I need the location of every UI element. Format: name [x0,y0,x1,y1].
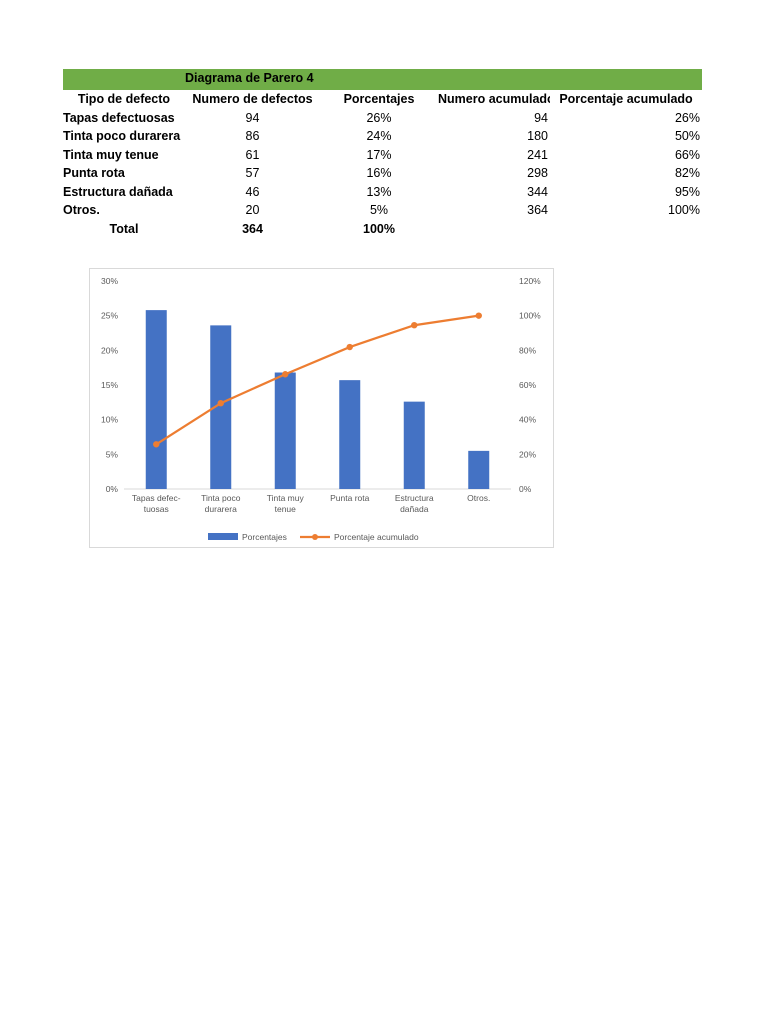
header-acumulado: Numero acumulado [438,92,550,107]
title-bar: Diagrama de Parero 4 [63,69,702,90]
cell-tipo: Estructura dañada [63,184,173,199]
category-label: Punta rota [330,493,369,503]
legend-bar-label: Porcentajes [242,532,287,542]
total-numero: 364 [242,221,263,236]
cell-numero: 57 [245,166,260,181]
cell-porc-acum: 82% [674,166,700,181]
total-porcentaje: 100% [363,221,395,236]
cell-tipo: Punta rota [63,166,125,181]
cell-tipo: Otros. [63,203,100,218]
empty-cell [550,220,702,239]
table-row: Tapas defectuosas 94 26% 94 26% [63,109,702,128]
table-row: Tinta muy tenue 61 17% 241 66% [63,146,702,165]
empty-cell [438,220,550,239]
chart-svg: 0% 5% 10% 15% 20% 25% 30% 0% 20% 40% 60% 80% 100% 120… [101,276,541,542]
cell-acumulado: 241 [527,147,548,162]
cell-porcentaje: 5% [369,203,389,218]
cell-acumulado: 180 [527,129,548,144]
table-row: Estructura dañada 46 13% 344 95% [63,183,702,202]
left-tick-label: 30% [101,276,118,286]
header-row: Tipo de defecto Numero de defectos Porce… [63,90,702,109]
category-label: Otros. [467,493,490,503]
left-tick-label: 15% [101,380,118,390]
category-label: Tinta muy tenue [267,493,305,514]
legend-bar-swatch [208,533,238,540]
line-point [346,343,353,351]
bar [403,401,425,489]
cell-porcentaje: 17% [366,147,392,162]
cell-numero: 46 [245,184,260,199]
right-tick-label: 0% [519,484,532,494]
cell-porc-acum: 66% [674,147,700,162]
cell-tipo: Tinta poco durarera [63,129,181,144]
sheet-title: Diagrama de Parero 4 [185,71,314,85]
pareto-chart: 0% 5% 10% 15% 20% 25% 30% 0% 20% 40% 60% 80% 100% 120… [89,268,554,548]
right-tick-label: 60% [519,380,536,390]
cell-porc-acum: 100% [668,203,700,218]
cell-acumulado: 94 [534,110,548,125]
header-numero: Numero de defectos [192,92,313,107]
right-tick-label: 80% [519,345,536,355]
cell-porcentaje: 24% [366,129,392,144]
line-point [475,312,482,319]
bar [210,325,232,489]
legend-line-marker [312,534,318,540]
total-row: Total 364 100% [63,220,702,239]
left-tick-label: 20% [101,345,118,355]
cell-porcentaje: 13% [366,184,392,199]
left-tick-label: 0% [106,484,119,494]
cell-numero: 61 [245,147,260,162]
table-row: Otros. 20 5% 364 100% [63,201,702,220]
cell-tipo: Tapas defectuosas [63,110,175,125]
cell-porcentaje: 26% [366,110,392,125]
left-tick-label: 5% [106,449,119,459]
cell-tipo: Tinta muy tenue [63,147,159,162]
right-tick-label: 20% [519,449,536,459]
line-point [153,441,160,448]
total-label: Total [109,221,139,236]
bar [145,310,167,489]
cell-porcentaje: 16% [366,166,392,181]
header-porcentajes: Porcentajes [343,92,415,107]
cell-porc-acum: 26% [674,110,700,125]
cumulative-line [155,314,479,446]
cell-numero: 94 [245,110,260,125]
cell-numero: 20 [245,203,260,218]
cell-porc-acum: 50% [674,129,700,144]
line-point [217,400,224,407]
cell-acumulado: 344 [527,184,548,199]
bar [274,372,296,489]
category-label: Tinta poco durarera [201,493,241,514]
bar [339,380,361,489]
right-tick-label: 120% [519,276,541,286]
left-tick-label: 25% [101,311,118,321]
cell-porc-acum: 95% [674,184,700,199]
category-label: Tapas defec-tuosas [132,493,181,514]
cell-acumulado: 298 [527,166,548,181]
defect-table: Tipo de defecto Numero de defectos Porce… [63,90,702,238]
cell-acumulado: 364 [527,203,548,218]
right-tick-label: 100% [519,311,541,321]
header-porc-acumulado: Porcentaje acumulado [559,92,693,107]
spreadsheet: Diagrama de Parero 4 Tipo de defecto Num… [63,69,702,238]
header-tipo: Tipo de defecto [77,92,171,107]
right-tick-label: 40% [519,415,536,425]
table-row: Punta rota 57 16% 298 82% [63,164,702,183]
cell-numero: 86 [245,129,260,144]
bar [468,450,490,489]
line-point [282,371,289,378]
line-point [411,322,418,329]
left-tick-label: 10% [101,415,118,425]
legend-line-label: Porcentaje acumulado [334,532,419,542]
category-label: Estructura dañada [395,493,434,514]
table-row: Tinta poco durarera 86 24% 180 50% [63,127,702,146]
